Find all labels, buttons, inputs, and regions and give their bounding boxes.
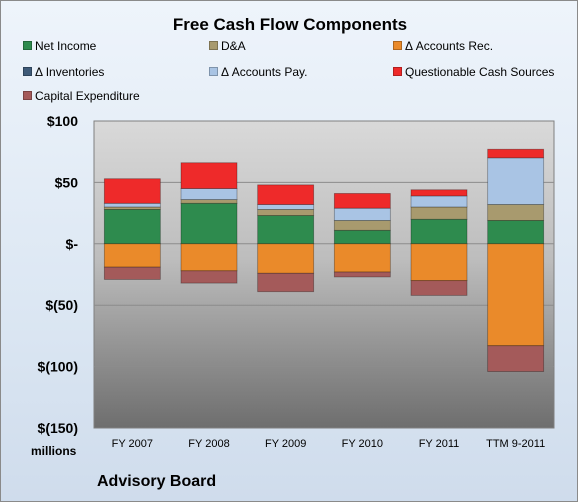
bar-segment — [410, 243, 468, 282]
chart-title: Free Cash Flow Components — [172, 15, 408, 34]
legend-item-da: D&A — [209, 39, 246, 53]
y-tick-label: $(50) — [45, 297, 78, 313]
bar-segment — [333, 207, 391, 221]
legend-swatch-accounts-pay — [209, 67, 218, 76]
bar-segment — [103, 209, 161, 245]
bar-segment — [487, 204, 545, 221]
bar-segment — [487, 345, 545, 372]
legend-swatch-inventories — [23, 67, 32, 76]
legend-label-da: D&A — [221, 39, 246, 53]
unit-label: millions — [31, 444, 77, 458]
bar-segment — [257, 215, 315, 245]
legend-item-accounts-rec: Δ Accounts Rec. — [393, 39, 493, 53]
legend-swatch-net-income — [23, 41, 32, 50]
bar-segment — [257, 243, 315, 274]
bar-segment — [180, 188, 238, 200]
bar-segment — [257, 272, 315, 293]
bar-segment — [180, 243, 238, 272]
legend-label-inventories: Δ Inventories — [35, 65, 105, 79]
legend-label-accounts-pay: Δ Accounts Pay. — [221, 65, 308, 79]
bar-segment — [257, 204, 315, 210]
legend-item-capex: Capital Expenditure — [23, 89, 140, 103]
x-tick-label: FY 2007 — [112, 438, 153, 450]
source-label: Advisory Board — [97, 473, 217, 490]
y-tick-label: $50 — [55, 174, 79, 190]
bar-segment — [257, 184, 315, 205]
legend-item-questionable-cash: Questionable Cash Sources — [393, 65, 554, 79]
y-tick-label: $(150) — [38, 420, 78, 436]
y-tick-labels: $100 $50 $- $(50) $(100) $(150) — [38, 113, 79, 436]
y-tick-label: $- — [66, 236, 79, 252]
bar-segment — [410, 195, 468, 208]
bar-segment — [333, 193, 391, 209]
bar-segment — [410, 280, 468, 296]
legend-label-accounts-rec: Δ Accounts Rec. — [405, 39, 494, 53]
bar-segment — [103, 243, 161, 268]
bar-segment — [257, 209, 315, 216]
bar-segment — [180, 270, 238, 284]
y-tick-label: $100 — [47, 113, 78, 129]
legend-item-inventories: Δ Inventories — [23, 65, 104, 79]
bar-segment — [180, 162, 238, 189]
bar-segment — [410, 206, 468, 220]
bar-segment — [487, 243, 545, 347]
bar-segment — [487, 220, 545, 245]
bar-segment — [333, 229, 391, 245]
legend-item-net-income: Net Income — [23, 39, 96, 53]
bar-segment — [180, 199, 238, 204]
bar-segment — [487, 157, 545, 205]
legend-label-net-income: Net Income — [35, 39, 97, 53]
plot-area — [93, 120, 555, 429]
x-tick-label: FY 2011 — [419, 438, 460, 450]
x-tick-label: FY 2009 — [265, 438, 306, 450]
bar-segment — [180, 202, 238, 245]
bar-segment — [103, 266, 161, 280]
legend-item-accounts-pay: Δ Accounts Pay. — [209, 65, 308, 79]
x-tick-label: FY 2008 — [188, 438, 229, 450]
gridlines — [94, 181, 554, 368]
legend-swatch-da — [209, 41, 218, 50]
legend-label-questionable-cash: Questionable Cash Sources — [405, 65, 555, 79]
bar-segment — [103, 202, 161, 208]
bar-segment — [410, 189, 468, 197]
legend-swatch-capex — [23, 91, 32, 100]
bar-segment — [410, 218, 468, 245]
bars — [103, 148, 545, 372]
x-tick-label: TTM 9-2011 — [486, 438, 545, 450]
bar-segment — [487, 148, 545, 159]
x-tick-labels: FY 2007 FY 2008 FY 2009 FY 2010 FY 2011 TTM 9… — [112, 438, 546, 450]
legend-swatch-questionable-cash — [393, 67, 402, 76]
legend-swatch-accounts-rec — [393, 41, 402, 50]
bar-segment — [333, 243, 391, 273]
legend-label-capex: Capital Expenditure — [35, 89, 140, 103]
bar-segment — [103, 178, 161, 204]
bar-segment — [333, 220, 391, 231]
x-tick-label: FY 2010 — [342, 438, 383, 450]
y-tick-label: $(100) — [38, 359, 78, 375]
bar-segment — [333, 271, 391, 278]
